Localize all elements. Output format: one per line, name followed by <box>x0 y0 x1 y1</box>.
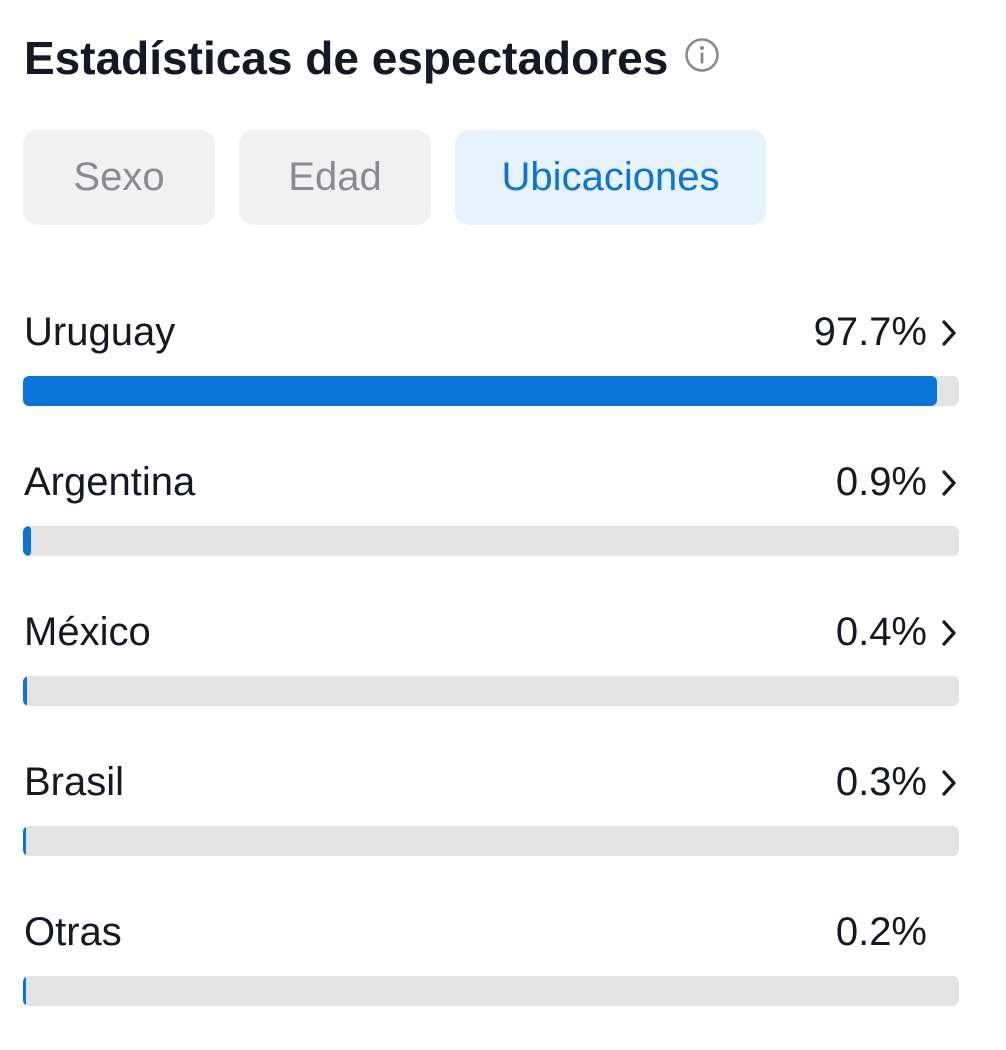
location-percent: 0.3% <box>835 760 927 804</box>
location-bar-track <box>23 976 959 1006</box>
location-row-mexico[interactable]: México 0.4% <box>23 600 959 750</box>
tab-sexo-label: Sexo <box>73 155 165 199</box>
location-row-argentina[interactable]: Argentina 0.9% <box>23 450 959 600</box>
location-percent: 0.2% <box>835 910 927 954</box>
location-row-uruguay[interactable]: Uruguay 97.7% <box>23 300 959 450</box>
location-bar-track <box>23 526 959 556</box>
page-title: Estadísticas de espectadores <box>24 32 669 84</box>
tab-edad[interactable]: Edad <box>239 130 431 225</box>
location-name: Argentina <box>24 460 196 504</box>
location-bar-track <box>23 676 959 706</box>
stats-tab-bar: Sexo Edad Ubicaciones <box>23 130 766 225</box>
location-bar-fill <box>23 526 32 556</box>
tab-ubicaciones-label: Ubicaciones <box>501 155 720 199</box>
location-bar-fill <box>23 376 938 406</box>
location-percent: 97.7% <box>813 310 927 354</box>
location-bar-track <box>23 376 959 406</box>
location-name: Uruguay <box>24 310 176 354</box>
chevron-right-icon[interactable] <box>927 613 959 653</box>
tab-ubicaciones[interactable]: Ubicaciones <box>455 130 766 225</box>
location-name: México <box>24 610 151 654</box>
location-bar-fill <box>23 676 27 706</box>
chevron-right-icon[interactable] <box>927 313 959 353</box>
tab-edad-label: Edad <box>288 155 382 199</box>
location-bar-track <box>23 826 959 856</box>
page-header: Estadísticas de espectadores <box>24 28 720 88</box>
chevron-right-icon[interactable] <box>927 763 959 803</box>
locations-list: Uruguay 97.7% Argentina 0.9% <box>23 300 959 1050</box>
info-circle-icon[interactable] <box>684 37 720 73</box>
location-name: Brasil <box>24 760 125 804</box>
tab-sexo[interactable]: Sexo <box>23 130 215 225</box>
location-name: Otras <box>24 910 122 954</box>
chevron-right-icon[interactable] <box>927 463 959 503</box>
location-bar-fill <box>23 826 26 856</box>
location-row-brasil[interactable]: Brasil 0.3% <box>23 750 959 900</box>
location-percent: 0.9% <box>835 460 927 504</box>
location-row-otras: Otras 0.2% <box>23 900 959 1050</box>
location-bar-fill <box>23 976 26 1006</box>
location-percent: 0.4% <box>835 610 927 654</box>
